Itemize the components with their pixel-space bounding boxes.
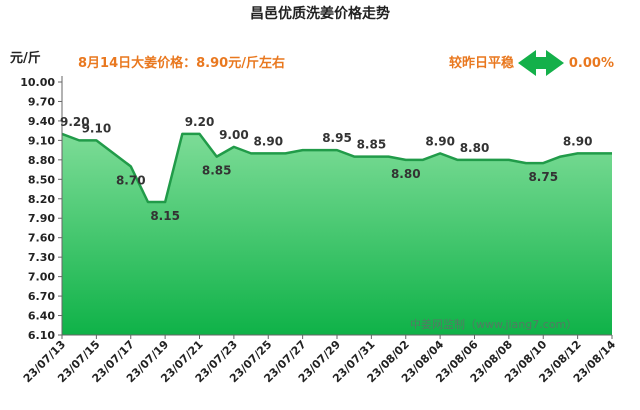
y-tick-label: 6.40 [28,310,55,323]
data-label: 8.90 [563,134,593,148]
watermark: 中姜网监制（www.jiang7.com） [410,317,577,331]
data-label: 8.90 [425,134,455,148]
data-label: 9.20 [60,115,90,129]
trend-value: 0.00% [569,56,614,71]
data-label: 9.10 [82,121,112,135]
y-tick-label: 9.70 [28,95,55,108]
data-label: 9.20 [185,115,215,129]
y-tick-label: 6.70 [28,290,55,303]
price-line [61,132,612,204]
y-tick-label: 8.50 [28,173,55,186]
y-tick-label: 9.40 [28,115,55,128]
data-label: 8.85 [357,138,387,152]
data-label: 8.90 [253,134,283,148]
data-label: 9.00 [219,128,249,142]
data-label: 8.80 [391,167,421,181]
data-label: 8.80 [460,141,490,155]
data-label: 8.95 [322,131,352,145]
data-label: 8.85 [202,164,232,178]
price-area [62,133,612,335]
chart-title: 昌邑优质洗姜价格走势 [250,5,390,22]
y-axis-unit-label: 元/斤 [10,50,41,66]
y-tick-label: 7.60 [28,232,55,245]
trend-label: 较昨日平稳 [449,55,514,71]
y-tick-label: 7.90 [28,212,55,225]
y-tick-label: 9.10 [28,134,55,147]
price-annotation: 8月14日大姜价格：8.90元/斤左右 [78,55,285,71]
y-tick-label: 7.00 [28,271,55,284]
data-label: 8.75 [528,170,558,184]
y-tick-label: 7.30 [28,251,55,264]
double-arrow-icon [518,50,564,76]
data-label: 8.70 [116,173,146,187]
y-tick-label: 8.80 [28,154,55,167]
y-tick-label: 10.00 [20,76,55,89]
data-label: 8.15 [150,209,180,223]
y-tick-label: 8.20 [28,193,55,206]
y-tick-label: 6.10 [28,329,55,342]
